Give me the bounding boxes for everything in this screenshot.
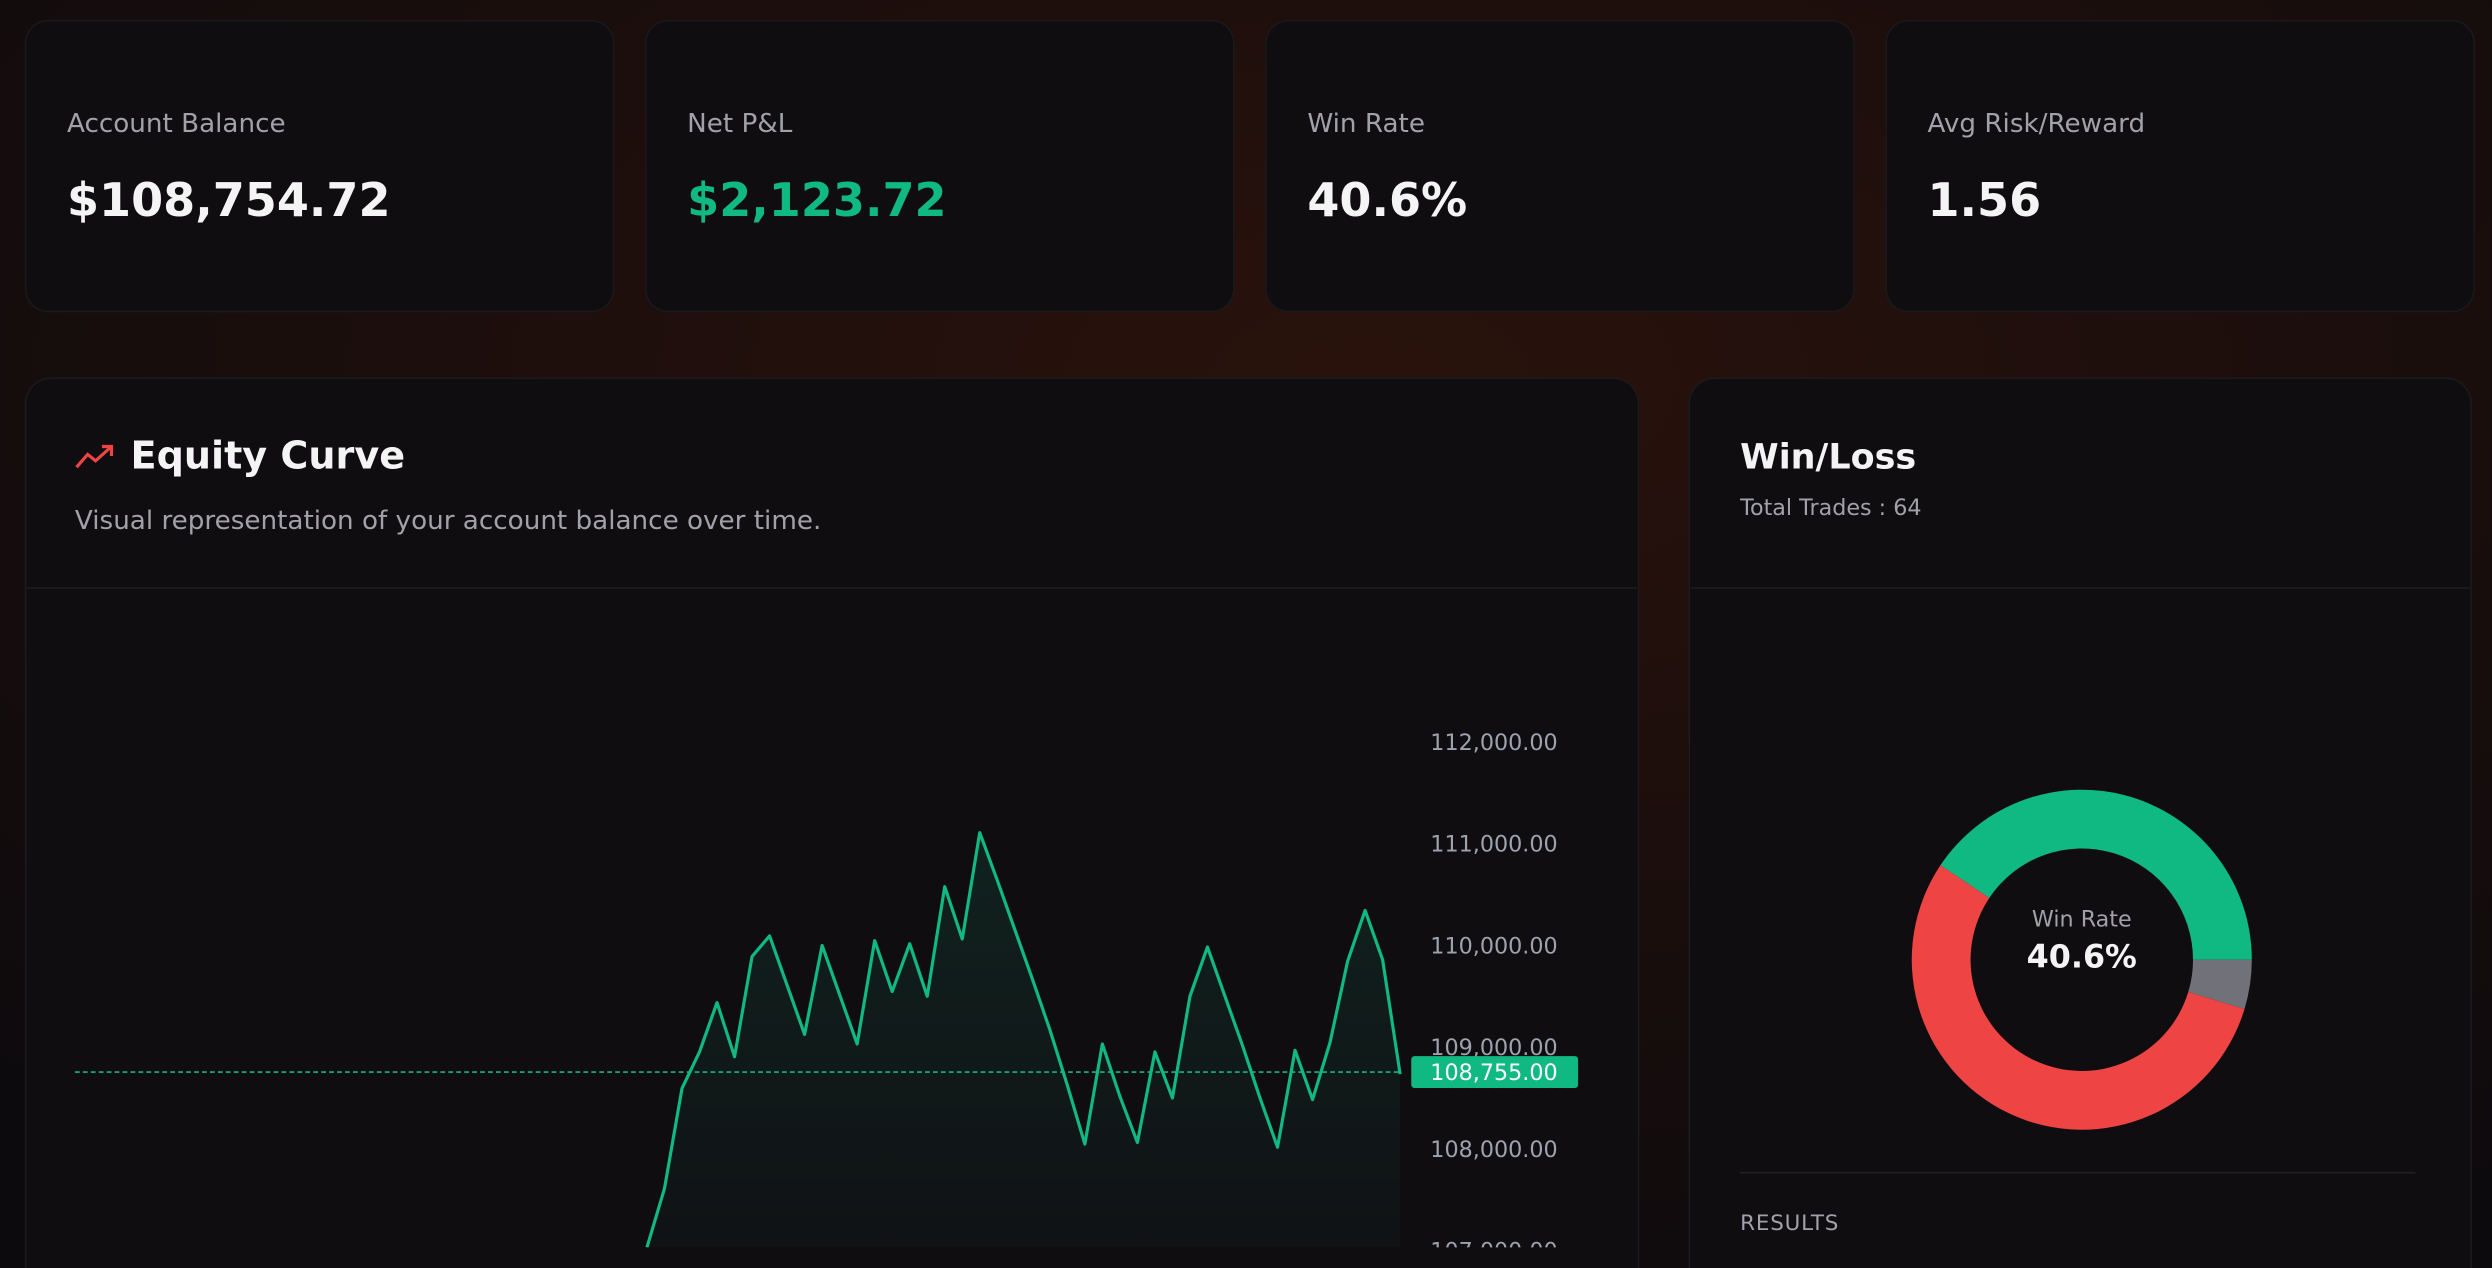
donut-segment — [1940, 789, 2252, 960]
y-tick-label: 111,000.00 — [1430, 832, 1557, 858]
equity-area — [646, 832, 1401, 1248]
stat-value: $108,754.72 — [67, 173, 391, 227]
equity-title: Equity Curve — [131, 434, 406, 478]
stat-label: Account Balance — [67, 109, 286, 139]
current-value-tag — [1411, 1056, 1579, 1088]
equity-subtitle: Visual representation of your account ba… — [75, 506, 821, 536]
y-tick-label: 108,000.00 — [1430, 1137, 1557, 1163]
winloss-subtitle: Total Trades : 64 — [1739, 495, 1921, 521]
y-tick-label: 110,000.00 — [1430, 933, 1557, 959]
results-label: RESULTS — [1740, 1211, 1839, 1236]
trend-icon — [75, 445, 113, 469]
stat-card — [645, 19, 1235, 313]
stat-card — [24, 19, 615, 313]
donut-segment — [2188, 959, 2252, 1010]
donut-center-value: 40.6% — [2027, 940, 2137, 976]
stat-card — [1265, 19, 1855, 313]
donut-center-label: Win Rate — [2032, 906, 2132, 932]
stat-label: Avg Risk/Reward — [1928, 109, 2146, 139]
equity-line — [645, 831, 1402, 1248]
stat-value: $2,123.72 — [687, 173, 946, 227]
donut-segment — [1911, 865, 2245, 1130]
winloss-title: Win/Loss — [1740, 438, 1916, 478]
stat-value: 40.6% — [1307, 173, 1467, 227]
trend-icon-head — [101, 444, 114, 457]
stat-label: Win Rate — [1307, 109, 1425, 139]
stat-card — [1885, 19, 2475, 313]
y-tick-label: 107,000.00 — [1430, 1238, 1557, 1264]
current-value-label: 108,755.00 — [1430, 1060, 1557, 1086]
stat-label: Net P&L — [687, 109, 793, 139]
y-tick-label: 112,000.00 — [1430, 730, 1557, 756]
stat-value: 1.56 — [1928, 173, 2042, 227]
